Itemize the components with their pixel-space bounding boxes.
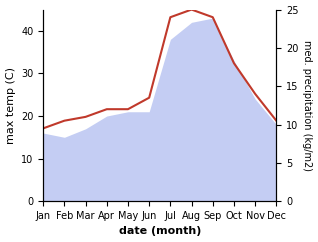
Y-axis label: max temp (C): max temp (C) (5, 67, 16, 144)
X-axis label: date (month): date (month) (119, 227, 201, 236)
Y-axis label: med. precipitation (kg/m2): med. precipitation (kg/m2) (302, 40, 313, 171)
